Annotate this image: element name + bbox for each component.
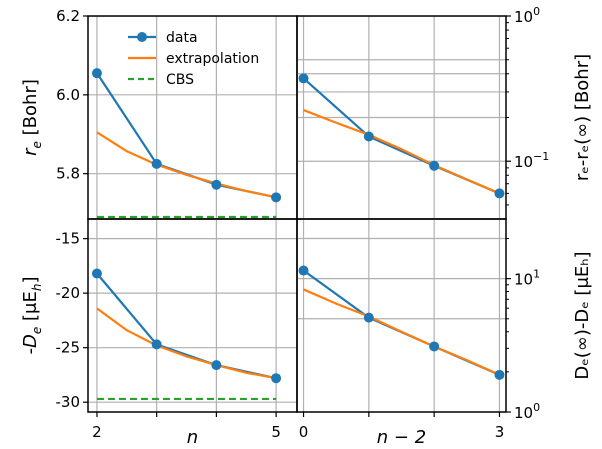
axes-frame [87,218,298,413]
data-point [298,73,309,84]
series-extrapolation-line [96,307,277,380]
series-data-line [96,72,277,199]
data-point [91,268,102,279]
y-tick-label: 6.2 [56,7,80,25]
data-point [494,369,505,380]
series-group [96,272,277,401]
data-point [363,131,374,142]
panel-bottom-left: -30 -25 -20 -15 2 5 n -De [μEh] [20,218,298,448]
grid [88,219,297,412]
series-data-line [96,272,277,380]
series-group [302,269,500,376]
x-tick-label: 5 [271,423,281,441]
series-group [302,77,500,195]
series-extrapolation-line [96,131,277,199]
data-point [429,160,440,171]
y-tick-label: 101 [514,268,540,289]
series-extrapolation-line [303,109,500,195]
x-tick-label: 0 [299,423,309,441]
y-tick-label: -30 [56,393,81,411]
data-point [91,68,102,79]
data-point [211,360,222,371]
legend-marker-data [137,32,147,42]
legend-label: data [166,30,198,46]
y-axis-label-right: Dₑ(∞)-Dₑ [μEₕ] [572,251,593,379]
panel-top-left: 5.8 6.0 6.2 re [Bohr] data extrapolation CBS [20,7,298,220]
grid [297,16,506,219]
data-point [298,265,309,276]
data-point [211,179,222,190]
data-point [494,188,505,199]
y-axis-label: re [Bohr] [20,79,44,156]
y-tick-label: -25 [56,339,81,357]
x-tick-label: 3 [495,423,505,441]
y-tick-label: 5.8 [56,165,80,183]
x-tick-label: 2 [92,423,102,441]
data-point [151,339,162,350]
panel-top-right: 10−1 100 rₑ-rₑ(∞) [Bohr] [296,5,593,220]
y-tick-label: 100 [514,401,540,422]
series-group [96,72,277,219]
legend-label: extrapolation [166,51,259,67]
y-tick-label: 100 [514,5,540,26]
data-point [151,158,162,169]
series-data-line [302,269,500,376]
grid [88,16,297,219]
data-point [429,341,440,352]
series-extrapolation-line [303,288,500,376]
grid [297,219,506,412]
axes-frame [296,218,507,413]
data-point [271,192,282,203]
y-axis-label: -De [μEh] [20,277,44,355]
y-tick-label: 10−1 [514,150,549,171]
legend: data extrapolation CBS [128,30,259,88]
y-axis-label-right: rₑ-rₑ(∞) [Bohr] [572,54,593,181]
x-axis-label: n [187,427,198,448]
data-point [363,312,374,323]
data-point [271,373,282,384]
y-tick-label: -20 [56,284,81,302]
axes-frame [87,15,298,220]
series-data-line [302,77,500,195]
x-axis-label: n − 2 [377,427,426,448]
legend-label: CBS [166,72,194,88]
panel-bottom-right: 100 101 0 3 n − 2 Dₑ(∞)-Dₑ [μEₕ] [296,218,593,448]
y-tick-label: 6.0 [56,86,80,104]
y-tick-label: -15 [56,230,81,248]
